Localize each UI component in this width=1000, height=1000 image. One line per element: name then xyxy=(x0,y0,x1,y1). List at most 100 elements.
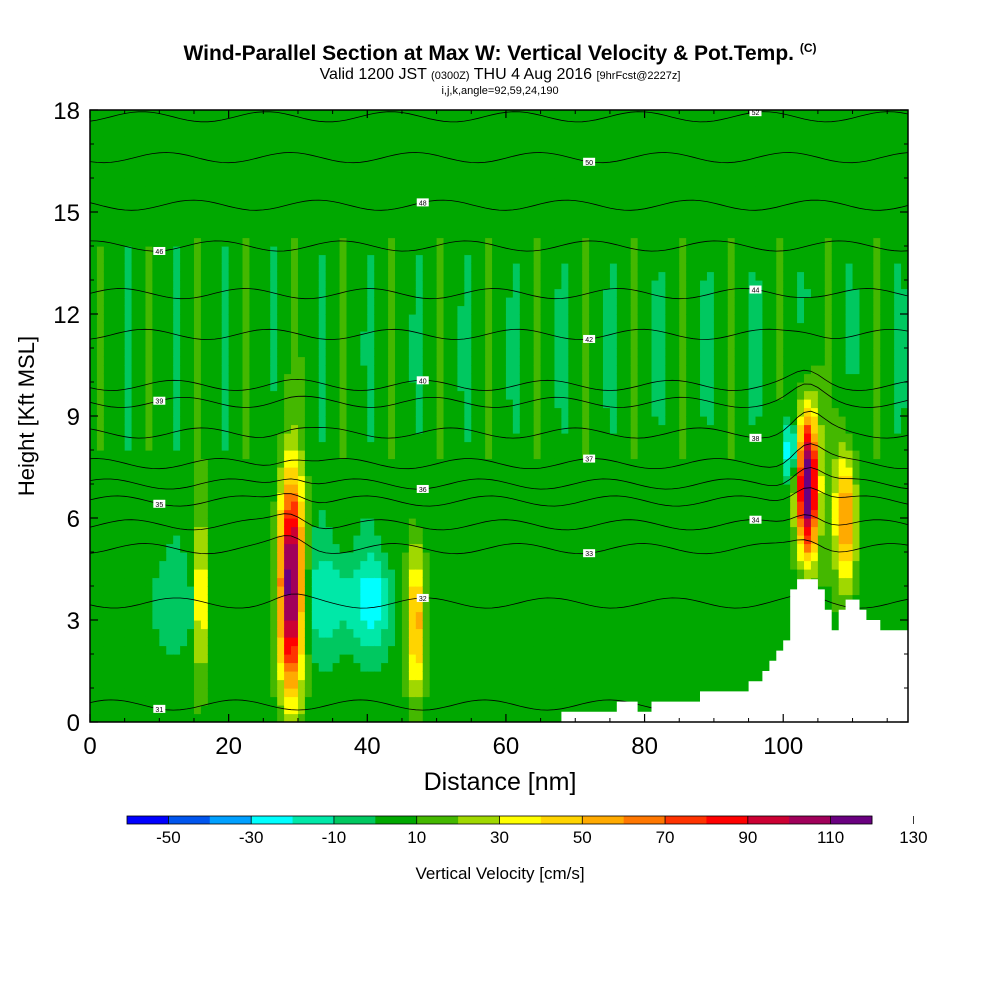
heatmap-cell xyxy=(381,458,389,468)
heatmap-cell xyxy=(429,543,438,553)
heatmap-cell xyxy=(436,110,445,120)
heatmap-cell xyxy=(457,229,465,239)
heatmap-cell xyxy=(228,679,237,689)
heatmap-cell xyxy=(457,178,465,188)
heatmap-cell xyxy=(519,475,528,485)
heatmap-cell xyxy=(103,441,112,451)
heatmap-cell xyxy=(180,458,188,468)
heatmap-cell xyxy=(450,662,458,672)
heatmap-cell xyxy=(193,713,202,722)
heatmap-cell xyxy=(499,705,507,715)
heatmap-cell xyxy=(103,552,112,562)
heatmap-cell xyxy=(214,339,223,349)
heatmap-cell xyxy=(242,501,251,511)
heatmap-cell xyxy=(415,611,424,621)
heatmap-cell xyxy=(408,152,417,162)
heatmap-cell xyxy=(519,263,528,273)
heatmap-cell xyxy=(492,127,500,137)
heatmap-cell xyxy=(367,458,375,468)
heatmap-cell xyxy=(117,229,126,239)
heatmap-cell xyxy=(401,263,410,273)
heatmap-cell xyxy=(533,203,542,213)
heatmap-cell xyxy=(124,237,133,247)
heatmap-cell xyxy=(291,696,299,706)
heatmap-cell xyxy=(277,356,285,366)
heatmap-cell xyxy=(110,390,119,400)
heatmap-cell xyxy=(533,135,542,145)
heatmap-cell xyxy=(284,458,292,468)
heatmap-cell xyxy=(374,382,382,392)
heatmap-cell xyxy=(443,560,452,570)
heatmap-cell xyxy=(339,339,348,349)
heatmap-cell xyxy=(207,237,216,247)
heatmap-cell xyxy=(110,314,119,324)
heatmap-cell xyxy=(291,611,299,621)
heatmap-cell xyxy=(214,220,223,230)
heatmap-cell xyxy=(228,501,237,511)
heatmap-cell xyxy=(235,110,244,120)
heatmap-cell xyxy=(131,535,140,545)
heatmap-cell xyxy=(103,611,112,621)
heatmap-cell xyxy=(332,288,341,298)
heatmap-cell xyxy=(401,127,410,137)
heatmap-cell xyxy=(318,654,327,664)
heatmap-cell xyxy=(166,484,174,494)
heatmap-cell xyxy=(291,654,299,664)
heatmap-cell xyxy=(325,348,334,358)
heatmap-cell xyxy=(505,645,514,655)
heatmap-cell xyxy=(360,611,368,621)
heatmap-cell xyxy=(193,212,202,222)
heatmap-cell xyxy=(561,637,569,647)
heatmap-cell xyxy=(443,314,452,324)
heatmap-cell xyxy=(367,152,375,162)
heatmap-cell xyxy=(138,263,147,273)
heatmap-cell xyxy=(388,484,396,494)
heatmap-cell xyxy=(138,203,147,213)
heatmap-cell xyxy=(193,492,202,502)
heatmap-cell xyxy=(249,475,257,485)
heatmap-cell xyxy=(228,611,237,621)
heatmap-cell xyxy=(152,331,160,341)
heatmap-cell xyxy=(124,671,133,681)
heatmap-cell xyxy=(526,237,535,247)
heatmap-cell xyxy=(388,186,396,196)
heatmap-cell xyxy=(200,254,209,264)
heatmap-cell xyxy=(200,594,209,604)
heatmap-cell xyxy=(492,526,500,536)
heatmap-cell xyxy=(110,526,119,536)
heatmap-cell xyxy=(464,280,472,290)
heatmap-cell xyxy=(256,654,264,664)
heatmap-cell xyxy=(284,492,292,502)
heatmap-cell xyxy=(533,297,542,307)
heatmap-cell xyxy=(235,509,244,519)
heatmap-cell xyxy=(228,713,237,722)
heatmap-cell xyxy=(138,611,147,621)
heatmap-cell xyxy=(173,254,181,264)
heatmap-cell xyxy=(512,671,521,681)
heatmap-cell xyxy=(270,552,278,562)
heatmap-cell xyxy=(408,509,417,519)
heatmap-cell xyxy=(200,450,209,460)
heatmap-cell xyxy=(381,475,389,485)
heatmap-cell xyxy=(339,611,348,621)
heatmap-cell xyxy=(505,305,514,315)
heatmap-cell xyxy=(388,373,396,383)
heatmap-cell xyxy=(103,169,112,179)
heatmap-cell xyxy=(291,467,299,477)
heatmap-cell xyxy=(270,501,278,511)
heatmap-cell xyxy=(200,178,209,188)
heatmap-cell xyxy=(297,424,306,434)
heatmap-cell xyxy=(415,399,424,409)
heatmap-cell xyxy=(450,314,458,324)
heatmap-cell xyxy=(249,288,257,298)
heatmap-cell xyxy=(505,135,514,145)
heatmap-cell xyxy=(304,688,313,698)
heatmap-cell xyxy=(166,467,174,477)
heatmap-cell xyxy=(131,467,140,477)
heatmap-cell xyxy=(533,586,542,596)
heatmap-cell xyxy=(131,169,140,179)
heatmap-cell xyxy=(395,271,403,281)
heatmap-cell xyxy=(131,144,140,154)
heatmap-cell xyxy=(270,399,278,409)
heatmap-cell xyxy=(339,152,348,162)
